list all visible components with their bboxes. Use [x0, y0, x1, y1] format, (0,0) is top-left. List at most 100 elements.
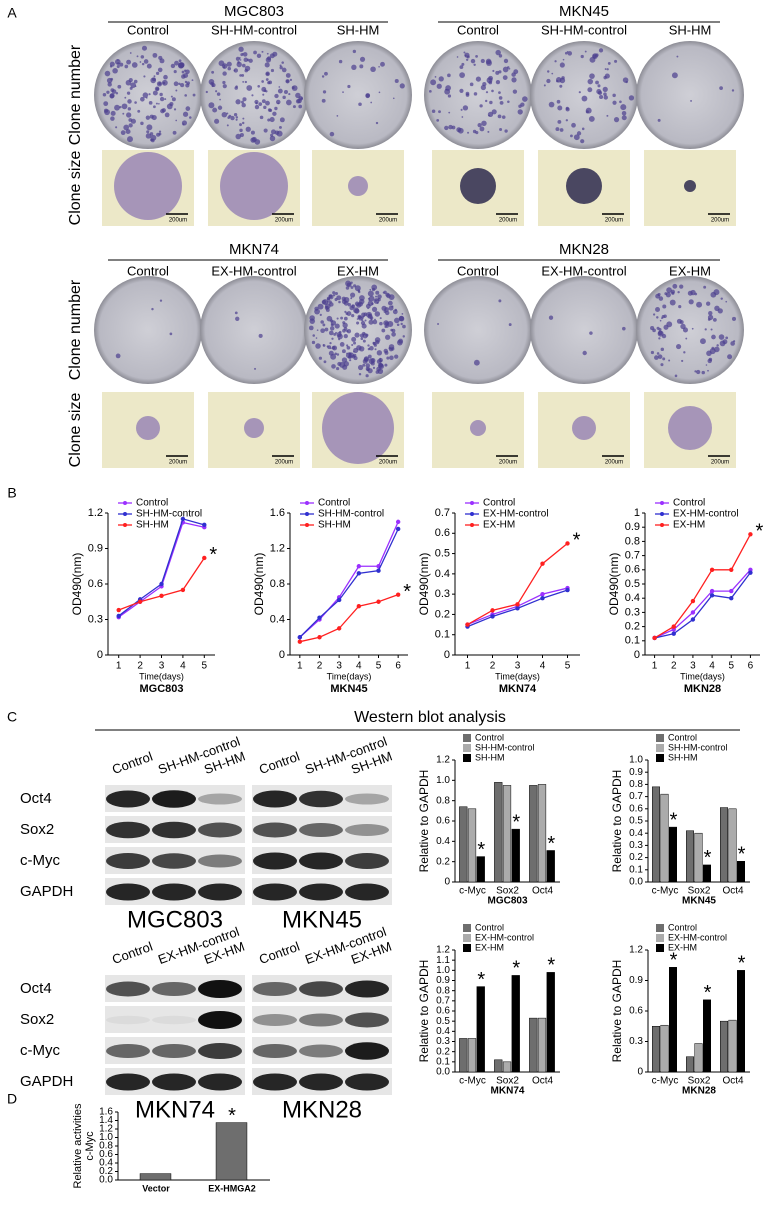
colony	[437, 323, 440, 325]
band	[106, 1044, 150, 1058]
colony	[595, 80, 599, 85]
y-tick-label: 0	[444, 649, 450, 661]
colony	[258, 102, 263, 106]
colony	[386, 356, 390, 360]
colony	[587, 78, 594, 85]
series-line	[299, 521, 399, 638]
colony	[152, 52, 158, 58]
colony	[342, 91, 344, 94]
y-tick-label: 1.4	[99, 1115, 113, 1126]
colony	[126, 59, 131, 65]
colony	[235, 116, 239, 119]
colony	[134, 101, 137, 104]
band	[152, 883, 196, 901]
colony	[352, 49, 357, 54]
colony	[587, 87, 593, 93]
colony	[126, 91, 131, 95]
colony	[727, 354, 733, 360]
colony	[336, 317, 339, 320]
legend-swatch	[656, 944, 664, 952]
plate	[94, 276, 202, 384]
row-label: Clone number	[67, 279, 84, 380]
colony	[112, 68, 118, 74]
colony	[267, 118, 271, 122]
colony	[731, 316, 737, 321]
colony	[502, 75, 508, 80]
colony	[717, 308, 723, 314]
series-line	[467, 542, 568, 626]
colony	[391, 347, 395, 351]
legend-label: EX-HM-control	[483, 509, 549, 520]
colony	[543, 84, 546, 87]
colony	[126, 136, 133, 143]
x-tick-label: 4	[180, 661, 186, 672]
colony	[694, 292, 698, 296]
colony	[482, 81, 487, 87]
colony	[657, 292, 661, 297]
colony	[261, 80, 264, 83]
y-tick-label: 1.2	[88, 507, 103, 519]
x-tick-label: 5	[728, 661, 734, 672]
colony	[221, 111, 228, 118]
y-tick-label: 0.3	[629, 1036, 643, 1047]
colony	[362, 358, 368, 364]
colony	[361, 323, 367, 329]
colony	[383, 348, 388, 354]
colony	[658, 330, 663, 336]
colony	[374, 299, 378, 302]
point	[540, 591, 545, 597]
colony	[707, 314, 714, 321]
colony	[656, 316, 659, 319]
colony	[362, 339, 366, 343]
colony	[226, 124, 229, 127]
y-tick-label: 1.0	[436, 965, 450, 976]
colony	[707, 358, 712, 364]
colony	[208, 79, 215, 85]
colony-cluster	[348, 176, 368, 196]
colony	[276, 130, 283, 137]
colony	[365, 333, 369, 337]
colony	[270, 68, 275, 73]
colony	[281, 61, 284, 64]
colony	[341, 349, 346, 354]
point	[709, 593, 715, 598]
y-tick-label: 0.4	[270, 613, 285, 625]
x-tick-label: 3	[336, 661, 342, 672]
condition: EX-HM	[337, 263, 379, 278]
legend-swatch	[656, 744, 664, 752]
colony	[233, 113, 238, 117]
point	[376, 568, 381, 573]
colony	[377, 294, 382, 299]
colony	[261, 50, 264, 53]
y-tick-label: 0.0	[629, 877, 643, 888]
x-tick-label: Sox2	[688, 886, 711, 897]
blot-cell-line: MKN28	[282, 1096, 362, 1123]
colony	[402, 324, 406, 329]
legend-swatch	[463, 924, 471, 932]
colony	[130, 82, 136, 89]
colony	[183, 69, 187, 72]
colony-cluster	[572, 416, 596, 440]
legend-label: SH-HM-control	[318, 509, 384, 520]
colony	[329, 326, 335, 331]
condition: Control	[127, 263, 169, 278]
plate	[530, 276, 638, 384]
colony	[517, 109, 523, 115]
legend-swatch	[463, 744, 471, 752]
x-tick-label: 3	[159, 661, 165, 672]
band	[299, 981, 343, 997]
colony	[328, 300, 332, 304]
colony	[473, 63, 476, 66]
colony	[155, 102, 158, 105]
point	[297, 635, 303, 640]
colony	[438, 110, 441, 114]
colony	[429, 89, 432, 93]
colony	[151, 307, 154, 311]
colony	[559, 84, 563, 88]
band	[106, 1015, 150, 1025]
colony	[285, 73, 291, 78]
colony	[269, 117, 275, 123]
colony	[556, 99, 561, 104]
colony	[169, 332, 173, 336]
legend-marker	[305, 523, 309, 527]
